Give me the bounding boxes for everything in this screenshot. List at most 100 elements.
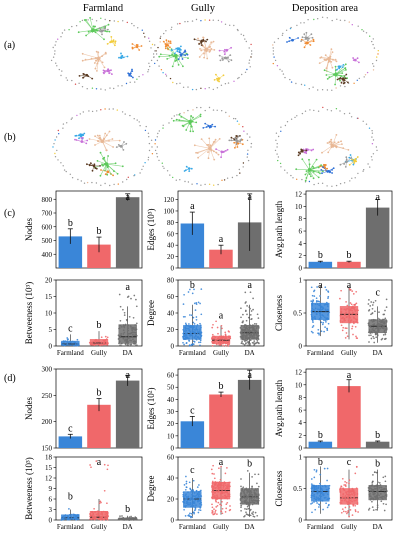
data-point — [211, 503, 213, 506]
data-point — [368, 485, 371, 487]
network-node — [250, 56, 252, 58]
data-point — [223, 482, 226, 484]
network-node — [164, 47, 167, 50]
network-node — [169, 77, 172, 80]
network-node — [169, 46, 171, 49]
data-point — [76, 344, 79, 347]
data-point — [248, 326, 250, 329]
data-point — [193, 512, 195, 515]
data-point — [228, 495, 231, 498]
data-point — [368, 341, 370, 343]
y-axis-label: Closeness — [274, 470, 284, 506]
significance-letter: a — [247, 192, 252, 203]
data-point — [368, 487, 371, 490]
data-point — [189, 512, 191, 515]
data-point — [257, 338, 260, 340]
data-point — [245, 494, 248, 497]
network-node — [339, 163, 342, 166]
data-point — [127, 336, 130, 338]
data-point — [93, 518, 96, 521]
data-point — [372, 497, 375, 500]
bar-farmland — [180, 223, 205, 268]
network-node — [172, 176, 174, 179]
data-point — [62, 340, 65, 342]
network-node — [342, 147, 345, 150]
data-point — [89, 515, 91, 518]
data-point — [317, 308, 319, 311]
data-point — [193, 323, 196, 325]
y-tick-label: 8 — [299, 215, 303, 223]
network-graph-b-gully — [154, 106, 253, 186]
network-node — [212, 19, 214, 21]
data-point — [125, 344, 127, 347]
network-node — [191, 183, 193, 185]
network-node — [371, 132, 374, 134]
network-node — [202, 127, 205, 129]
network-node — [122, 56, 125, 59]
network-node — [309, 44, 312, 46]
data-point — [226, 467, 228, 469]
data-point — [316, 303, 319, 306]
data-point — [257, 325, 260, 328]
significance-letter: c — [190, 465, 195, 476]
data-point — [311, 326, 314, 328]
data-point — [226, 487, 229, 490]
network-hub-node — [119, 144, 123, 148]
data-point — [214, 336, 217, 339]
data-point — [375, 471, 378, 474]
network-hub-node — [330, 143, 335, 148]
data-point — [76, 518, 78, 520]
network-graph-a-deposition-area — [272, 16, 379, 92]
data-point — [321, 489, 324, 492]
data-point — [372, 488, 375, 491]
data-point — [370, 334, 372, 337]
data-point — [60, 517, 63, 520]
network-node — [310, 33, 313, 36]
network-node — [138, 49, 141, 51]
data-point — [242, 490, 245, 493]
data-point — [76, 338, 79, 341]
data-point — [378, 486, 381, 489]
data-point — [242, 343, 244, 345]
data-point — [222, 344, 224, 347]
data-point — [99, 344, 101, 347]
data-point — [374, 471, 376, 473]
data-point — [321, 493, 324, 496]
network-node — [289, 78, 291, 81]
data-point — [215, 320, 217, 323]
network-node — [215, 148, 218, 151]
data-point — [380, 319, 382, 322]
data-point — [211, 340, 213, 343]
y-axis-label: Avg.path length — [274, 200, 284, 258]
x-tick-label: Farmland — [179, 523, 206, 531]
network-node — [212, 141, 215, 143]
network-node — [104, 18, 106, 21]
network-graph-b-farmland — [52, 108, 154, 187]
network-node — [101, 33, 103, 36]
network-node — [162, 40, 165, 43]
network-edge — [332, 134, 337, 146]
data-point — [224, 344, 227, 347]
network-node — [152, 53, 155, 55]
network-node — [318, 62, 321, 64]
data-point — [351, 313, 353, 315]
network-node — [100, 184, 102, 186]
data-point — [258, 342, 260, 345]
data-point — [249, 342, 251, 345]
network-node — [91, 169, 94, 172]
data-point — [247, 490, 249, 493]
network-node — [148, 142, 151, 145]
data-point — [246, 505, 249, 508]
network-hub-node — [291, 38, 294, 42]
data-point — [214, 339, 217, 342]
data-point — [311, 302, 313, 305]
data-point — [326, 329, 329, 332]
data-point — [344, 480, 346, 483]
network-node — [140, 45, 143, 47]
network-hub-node — [345, 160, 348, 163]
data-point — [190, 490, 193, 493]
data-point — [245, 503, 248, 506]
network-node — [112, 174, 114, 177]
data-point — [245, 301, 247, 303]
